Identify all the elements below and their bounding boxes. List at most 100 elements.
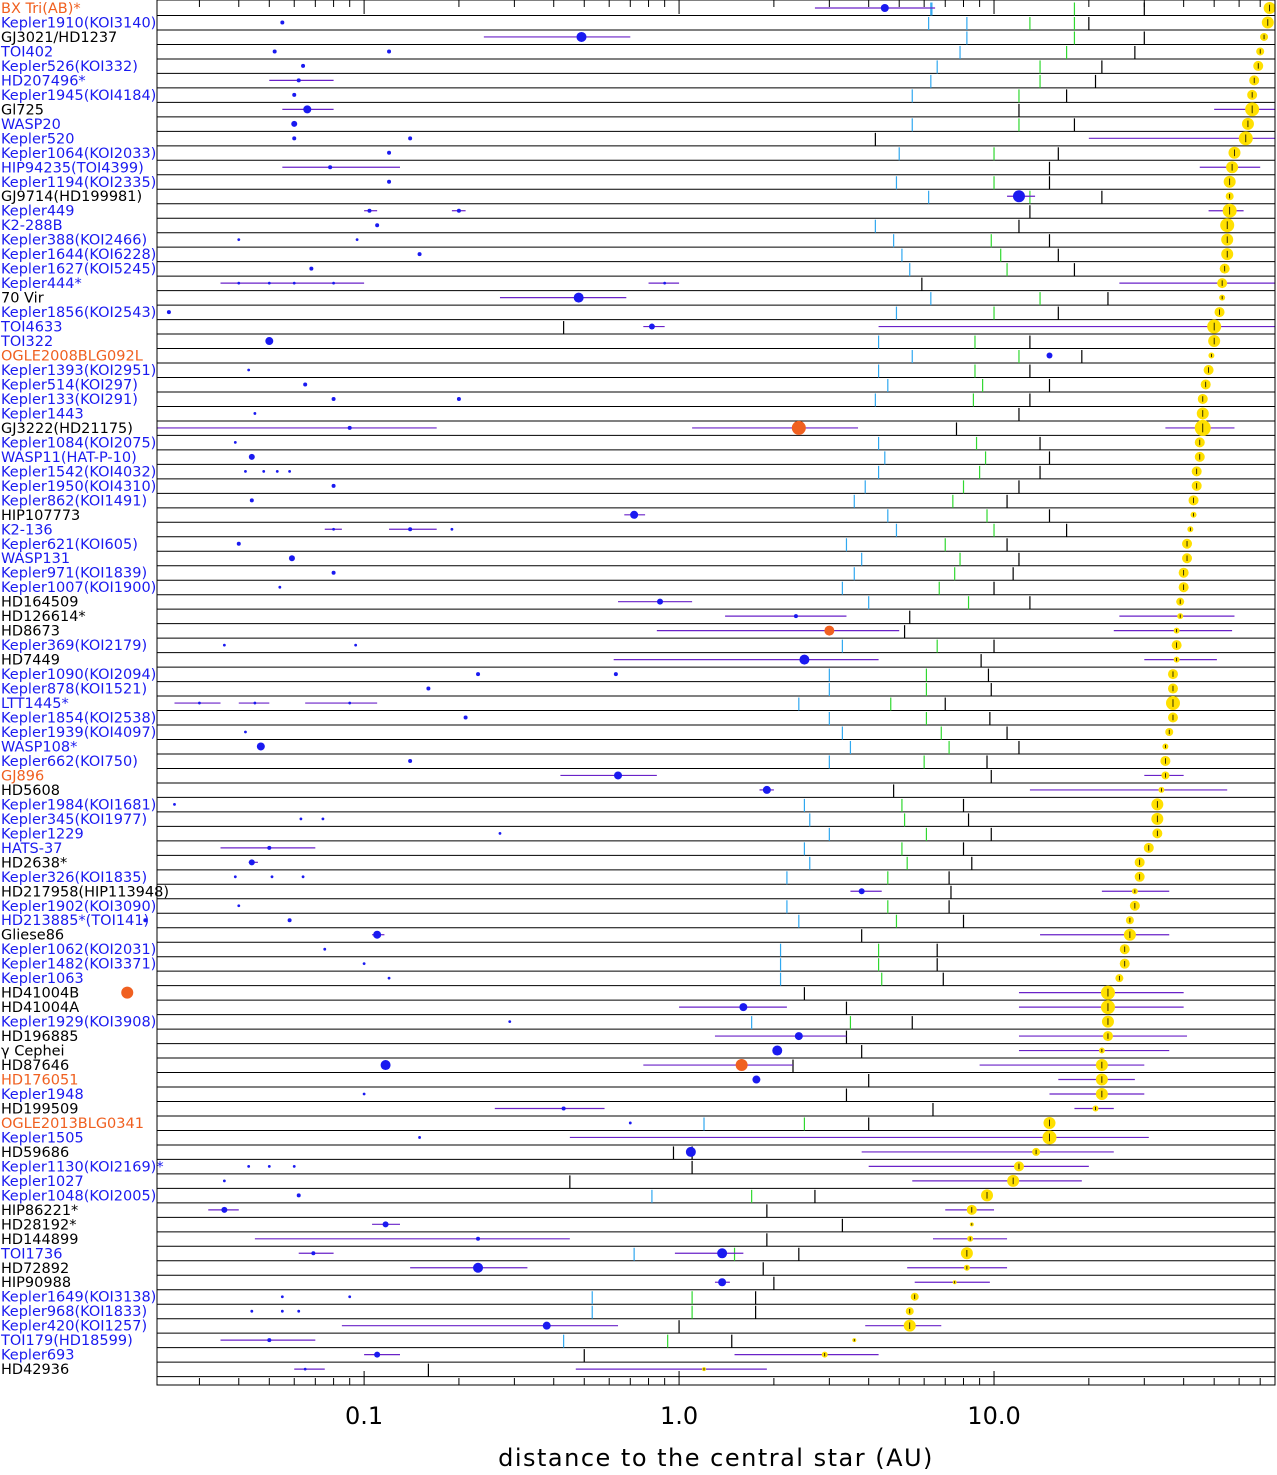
system-label: Kepler388(KOI2466) bbox=[1, 233, 147, 249]
system-row bbox=[157, 943, 1275, 958]
planet-point bbox=[267, 845, 272, 850]
system-row bbox=[157, 218, 1275, 234]
planet-point bbox=[332, 281, 335, 285]
system-row bbox=[157, 726, 1275, 740]
system-row bbox=[157, 1073, 1275, 1088]
planet-point bbox=[373, 930, 382, 939]
system-row bbox=[157, 480, 1275, 494]
planet-point bbox=[450, 527, 454, 531]
system-row bbox=[157, 45, 1275, 60]
system-labels: BX Tri(AB)*Kepler1910(KOI3140)GJ3021/HD1… bbox=[0, 1, 169, 1378]
system-row bbox=[157, 175, 1275, 190]
system-row bbox=[157, 31, 1275, 45]
system-label: Kepler1644(KOI6228) bbox=[1, 247, 156, 263]
system-label: Kepler971(KOI1839) bbox=[1, 566, 147, 582]
planet-point bbox=[354, 643, 358, 647]
system-row bbox=[157, 277, 1275, 292]
system-row bbox=[157, 190, 1275, 205]
system-row bbox=[157, 696, 1275, 712]
system-label: TOI402 bbox=[0, 44, 53, 60]
system-label: Kepler1084(KOI2075) bbox=[1, 435, 156, 451]
system-label: HD196885 bbox=[1, 1029, 78, 1045]
system-label: HD213885*(TOI141) bbox=[1, 913, 149, 929]
planet-point bbox=[718, 1278, 727, 1287]
system-label: Kepler1627(KOI5245) bbox=[1, 262, 156, 278]
system-label: Kepler369(KOI2179) bbox=[1, 638, 147, 654]
system-row bbox=[157, 102, 1275, 118]
system-label: GJ896 bbox=[1, 768, 44, 784]
planet-point bbox=[291, 120, 298, 127]
system-label: Kepler1542(KOI4032) bbox=[1, 464, 156, 480]
planet-point bbox=[613, 672, 618, 677]
planet-point bbox=[303, 1367, 307, 1371]
system-row bbox=[157, 1204, 1275, 1218]
system-label: Gliese86 bbox=[1, 928, 64, 944]
system-row bbox=[157, 1233, 1275, 1247]
planet-point bbox=[248, 453, 255, 460]
planet-point bbox=[311, 1251, 316, 1256]
planet-point bbox=[614, 771, 623, 780]
system-label: Kepler878(KOI1521) bbox=[1, 682, 147, 698]
system-label: HD5608 bbox=[1, 783, 60, 799]
planet-point bbox=[237, 281, 241, 285]
system-row bbox=[157, 350, 1275, 364]
planet-point bbox=[250, 1309, 254, 1313]
system-label: Kepler968(KOI1833) bbox=[1, 1304, 147, 1320]
system-row bbox=[157, 509, 1275, 523]
planet-point bbox=[331, 570, 336, 575]
planet-point bbox=[292, 92, 297, 97]
planet-point bbox=[237, 238, 241, 242]
system-row bbox=[157, 900, 1275, 914]
planet-point bbox=[321, 817, 325, 821]
system-row bbox=[157, 465, 1275, 480]
system-row bbox=[157, 203, 1275, 219]
planet-point bbox=[275, 469, 279, 473]
system-label: HD199509 bbox=[1, 1101, 78, 1117]
system-label: WASP108* bbox=[1, 739, 77, 755]
planet-point bbox=[347, 425, 352, 430]
system-label: Kepler1027 bbox=[1, 1174, 84, 1190]
system-label: TOI179(HD18599) bbox=[0, 1333, 133, 1349]
system-label: HD7449 bbox=[1, 653, 60, 669]
planet-point bbox=[498, 831, 502, 835]
system-label: HD126614* bbox=[1, 609, 86, 625]
system-row bbox=[157, 683, 1275, 697]
planet-point bbox=[299, 817, 303, 821]
planet-point bbox=[332, 527, 335, 531]
system-row bbox=[157, 319, 1275, 335]
system-label: Kepler1854(KOI2538) bbox=[1, 711, 156, 727]
system-label: HD41004A bbox=[1, 1000, 79, 1016]
system-label: HD144899 bbox=[1, 1232, 78, 1248]
planet-point bbox=[508, 1020, 512, 1023]
planet-point bbox=[331, 396, 336, 401]
system-label: Kepler1902(KOI3090) bbox=[1, 899, 156, 915]
system-label: Kepler326(KOI1835) bbox=[1, 870, 147, 886]
system-row bbox=[157, 1247, 1275, 1262]
planet-point bbox=[573, 292, 584, 303]
planet-point bbox=[382, 1221, 389, 1228]
system-label: γ Cephei bbox=[1, 1044, 65, 1060]
planet-point bbox=[280, 1309, 284, 1313]
system-row bbox=[157, 436, 1275, 451]
system-row bbox=[157, 117, 1275, 132]
system-label: Kepler345(KOI1977) bbox=[1, 812, 147, 828]
system-label: Kepler1064(KOI2033) bbox=[1, 146, 156, 162]
system-row bbox=[157, 248, 1275, 263]
planet-point bbox=[267, 281, 271, 285]
system-row bbox=[157, 263, 1275, 277]
planet-point bbox=[265, 337, 274, 346]
system-label: BX Tri(AB)* bbox=[1, 1, 81, 17]
system-row bbox=[157, 306, 1275, 321]
system-row bbox=[157, 1291, 1275, 1305]
planet-point bbox=[387, 150, 392, 155]
system-label: HIP107773 bbox=[1, 508, 80, 524]
plot-frame bbox=[156, 0, 1276, 1386]
system-row bbox=[157, 523, 1275, 538]
system-row bbox=[157, 639, 1275, 654]
planet-point bbox=[301, 63, 306, 68]
system-row bbox=[157, 407, 1275, 422]
system-row bbox=[121, 985, 1275, 1001]
system-row bbox=[157, 74, 1275, 89]
